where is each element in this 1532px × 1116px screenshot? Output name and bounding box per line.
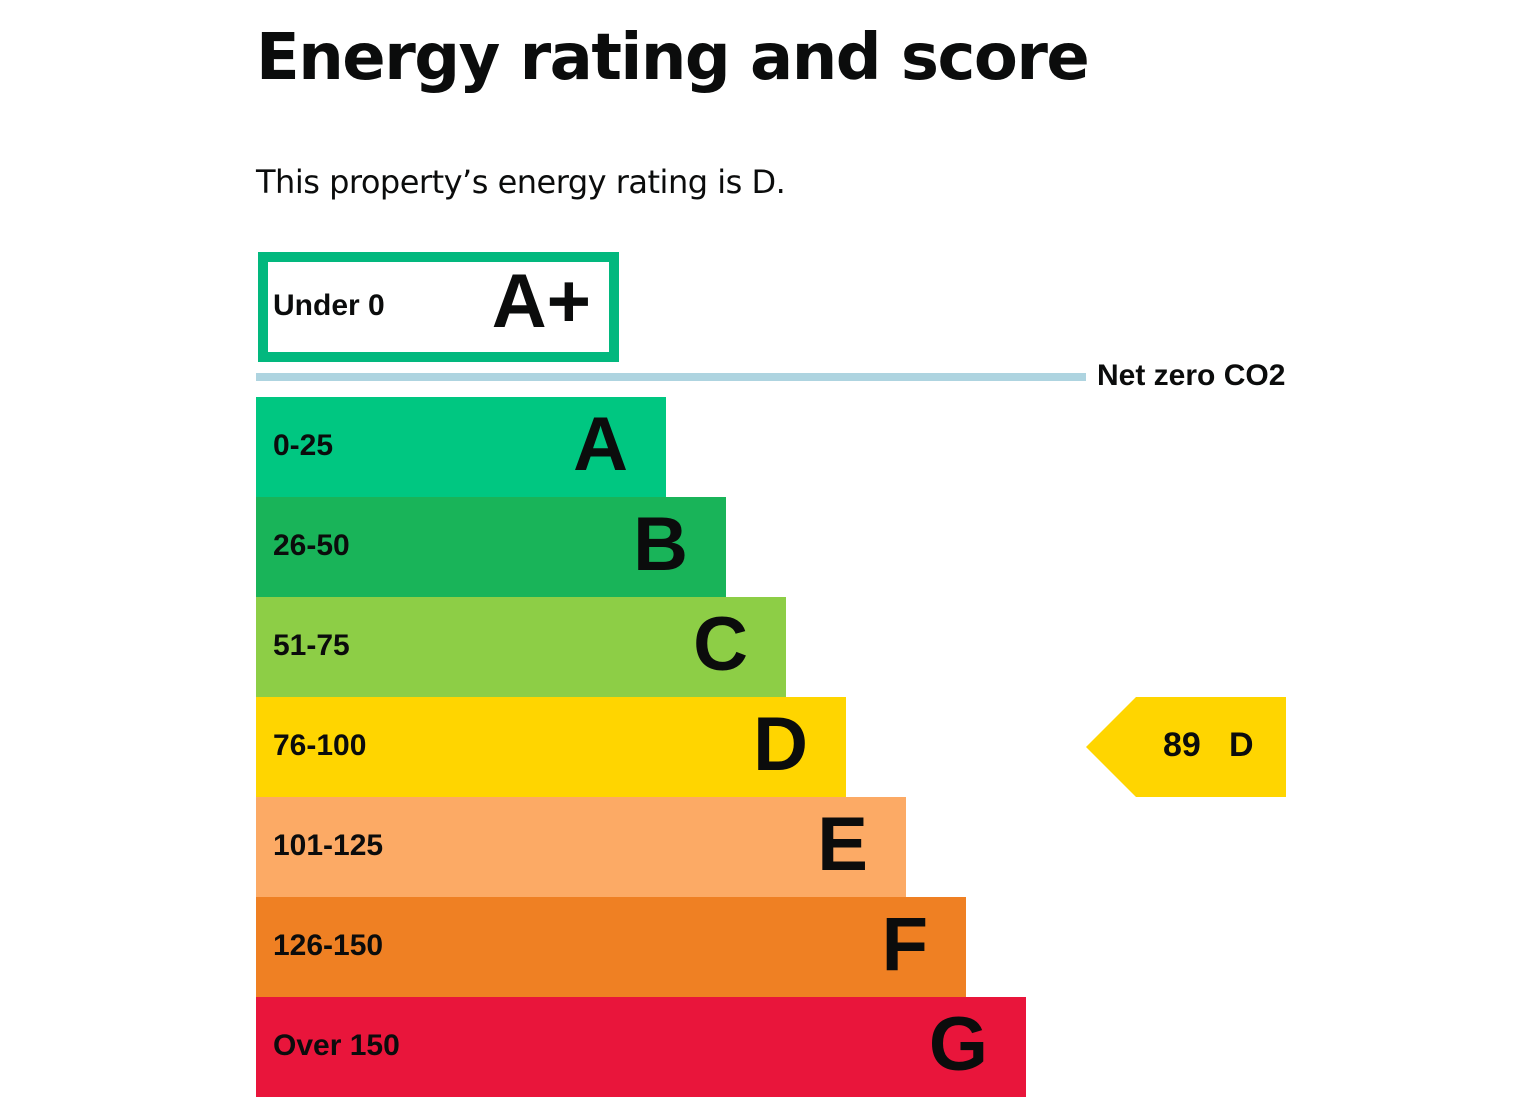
band-a-bar	[256, 397, 666, 497]
band-c-range: 51-75	[273, 629, 350, 662]
band-c-letter: C	[693, 602, 748, 687]
net-zero-line	[256, 373, 1086, 381]
band-d-bar	[256, 697, 846, 797]
band-e-letter: E	[817, 802, 868, 887]
band-g-range: Over 150	[273, 1029, 400, 1062]
band-d-letter: D	[753, 702, 808, 787]
net-zero-label: Net zero CO2	[1097, 359, 1285, 392]
band-a-plus-letter: A+	[492, 259, 591, 344]
current-rating-letter: D	[1229, 726, 1254, 764]
band-a-range: 0-25	[273, 429, 333, 462]
band-b-bar	[256, 497, 726, 597]
band-a-letter: A	[573, 402, 628, 487]
current-rating-score: 89	[1163, 726, 1201, 764]
band-b-range: 26-50	[273, 529, 350, 562]
rating-summary: This property’s energy rating is D.	[256, 163, 786, 201]
band-d-range: 76-100	[273, 729, 366, 762]
band-c-bar	[256, 597, 786, 697]
band-g-letter: G	[929, 1002, 988, 1087]
current-rating-arrow	[1086, 697, 1286, 797]
band-b-letter: B	[633, 502, 688, 587]
band-g-bar	[256, 997, 1026, 1097]
page-title: Energy rating and score	[256, 21, 1090, 95]
band-f-range: 126-150	[273, 929, 383, 962]
band-e-bar	[256, 797, 906, 897]
band-a-plus-range: Under 0	[273, 289, 385, 322]
band-f-letter: F	[882, 902, 928, 987]
band-f-bar	[256, 897, 966, 997]
band-e-range: 101-125	[273, 829, 383, 862]
band-a-plus-box	[258, 252, 619, 362]
